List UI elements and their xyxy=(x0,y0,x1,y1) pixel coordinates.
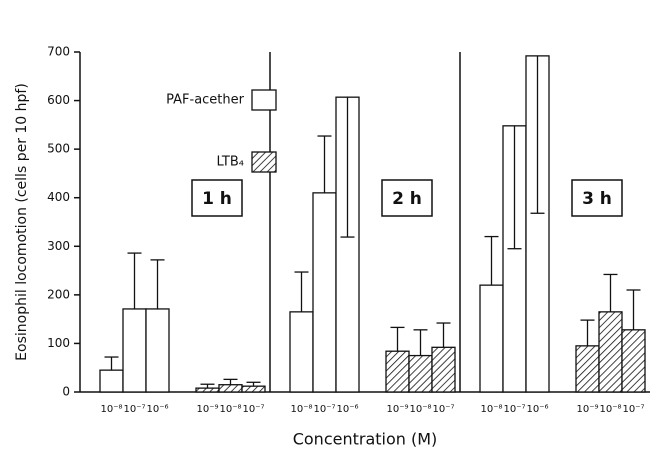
y-tick-label: 400 xyxy=(47,190,70,204)
bar xyxy=(218,384,243,393)
bar xyxy=(431,346,456,393)
x-tick-label: 10⁻⁸ xyxy=(290,404,312,415)
bar xyxy=(385,350,410,393)
y-tick-label: 600 xyxy=(47,93,70,107)
y-tick-label: 300 xyxy=(47,239,70,253)
panel-label: 3 h xyxy=(582,189,612,209)
bar xyxy=(408,354,433,393)
y-tick-label: 200 xyxy=(47,287,70,301)
x-tick-label: 10⁻⁷ xyxy=(123,404,145,415)
x-tick-label: 10⁻⁶ xyxy=(336,404,358,415)
bar xyxy=(241,385,266,393)
bar xyxy=(145,308,170,393)
x-tick-label: 10⁻⁷ xyxy=(622,404,644,415)
x-tick-label: 10⁻⁸ xyxy=(219,404,241,415)
bar xyxy=(621,329,646,393)
legend-swatch xyxy=(251,89,277,111)
x-tick-label: 10⁻⁶ xyxy=(146,404,168,415)
x-tick-label: 10⁻⁹ xyxy=(386,404,408,415)
bar xyxy=(289,311,314,393)
legend-label: PAF-acether xyxy=(166,93,245,108)
x-tick-label: 10⁻⁸ xyxy=(599,404,621,415)
panel-label-box xyxy=(191,179,243,217)
bar xyxy=(598,311,623,393)
panel-label: 1 h xyxy=(202,189,232,209)
x-tick-label: 10⁻⁷ xyxy=(313,404,335,415)
x-tick-label: 10⁻⁷ xyxy=(503,404,525,415)
x-tick-label: 10⁻⁷ xyxy=(242,404,264,415)
y-tick-label: 500 xyxy=(47,142,70,156)
bar xyxy=(195,387,220,393)
x-tick-label: 10⁻⁸ xyxy=(409,404,431,415)
y-tick-label: 700 xyxy=(47,45,70,59)
y-tick-label: 100 xyxy=(47,336,70,350)
panel-label: 2 h xyxy=(392,189,422,209)
x-tick-label: 10⁻⁹ xyxy=(576,404,598,415)
bar xyxy=(479,284,504,393)
y-tick-label: 0 xyxy=(62,385,70,399)
x-axis-label: Concentration (M) xyxy=(293,430,438,449)
x-tick-label: 10⁻⁷ xyxy=(432,404,454,415)
panel-label-box xyxy=(381,179,433,217)
x-tick-label: 10⁻⁸ xyxy=(100,404,122,415)
x-tick-label: 10⁻⁹ xyxy=(196,404,218,415)
bar xyxy=(99,369,124,393)
legend-swatch xyxy=(251,151,277,173)
legend-label: LTB₄ xyxy=(216,155,244,170)
y-axis-label: Eosinophil locomotion (cells per 10 hpf) xyxy=(14,83,30,361)
x-tick-label: 10⁻⁶ xyxy=(526,404,548,415)
bar xyxy=(312,192,337,393)
bar xyxy=(122,308,147,393)
panel-label-box xyxy=(571,179,623,217)
bar xyxy=(575,345,600,393)
x-tick-label: 10⁻⁸ xyxy=(480,404,502,415)
